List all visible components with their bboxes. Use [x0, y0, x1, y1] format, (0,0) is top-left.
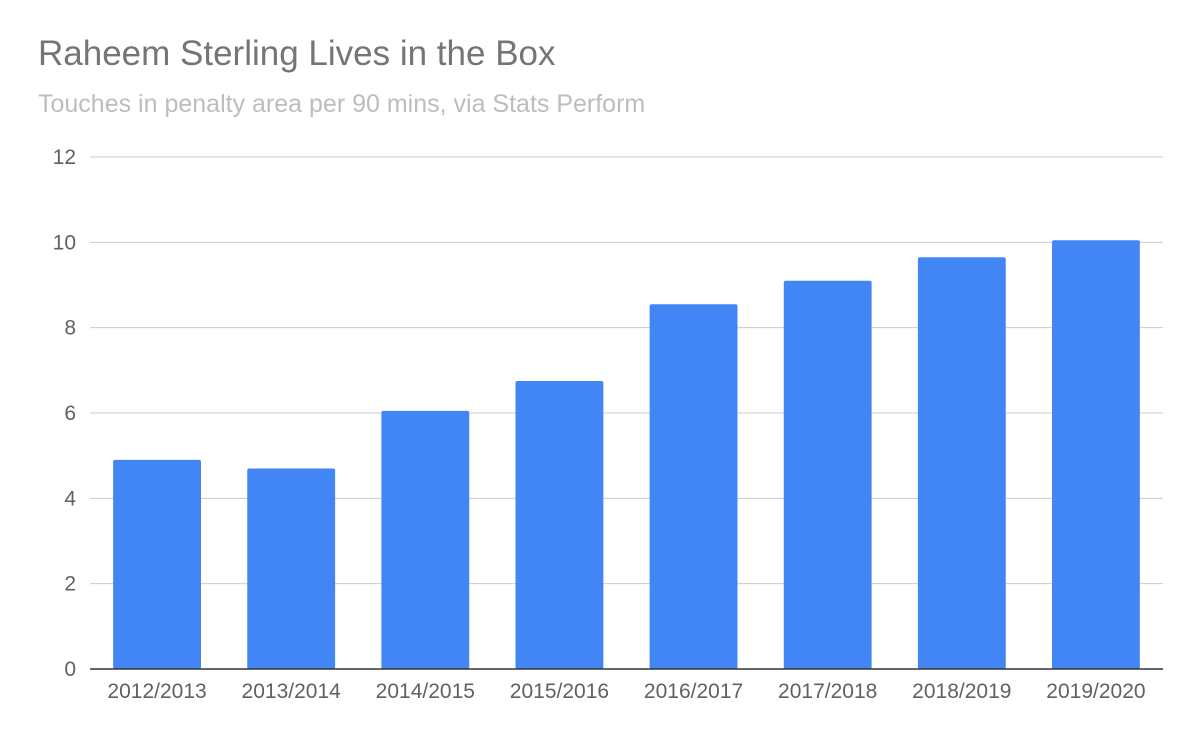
bar-2016/2017	[649, 304, 738, 669]
y-tick-label-10: 10	[53, 231, 76, 254]
x-tick-label-2018/2019: 2018/2019	[912, 680, 1011, 703]
y-tick-label-4: 4	[64, 487, 76, 510]
y-tick-label-12: 12	[53, 146, 76, 169]
y-tick-label-2: 2	[64, 573, 76, 596]
bar-2014/2015	[381, 410, 470, 669]
x-tick-label-2012/2013: 2012/2013	[107, 680, 206, 703]
bar-2012/2013	[113, 459, 201, 669]
x-tick-label-2014/2015: 2014/2015	[376, 680, 475, 703]
x-tick-label-2017/2018: 2017/2018	[778, 680, 877, 703]
x-tick-label-2019/2020: 2019/2020	[1046, 680, 1145, 703]
bar-2019/2020	[1052, 240, 1140, 669]
x-tick-label-2015/2016: 2015/2016	[510, 680, 609, 703]
chart-title: Raheem Sterling Lives in the Box	[38, 34, 556, 73]
bar-2015/2016	[515, 381, 604, 669]
x-tick-label-2013/2014: 2013/2014	[242, 680, 342, 703]
y-tick-label-6: 6	[64, 402, 76, 425]
x-axis-ticks: 2012/2013 2013/2014 2014/2015 2015/2016 2016…	[107, 680, 1145, 703]
chart-subtitle: Touches in penalty area per 90 mins, via…	[38, 90, 646, 118]
y-tick-label-8: 8	[64, 317, 76, 340]
y-tick-label-0: 0	[64, 658, 76, 681]
bars	[113, 240, 1140, 669]
bar-2013/2014	[247, 468, 336, 669]
x-tick-label-2016/2017: 2016/2017	[644, 680, 743, 703]
bar-2017/2018	[783, 280, 872, 669]
y-axis-ticks: 0 2 4 6 8 10 12	[53, 146, 77, 681]
bar-2018/2019	[917, 257, 1006, 669]
